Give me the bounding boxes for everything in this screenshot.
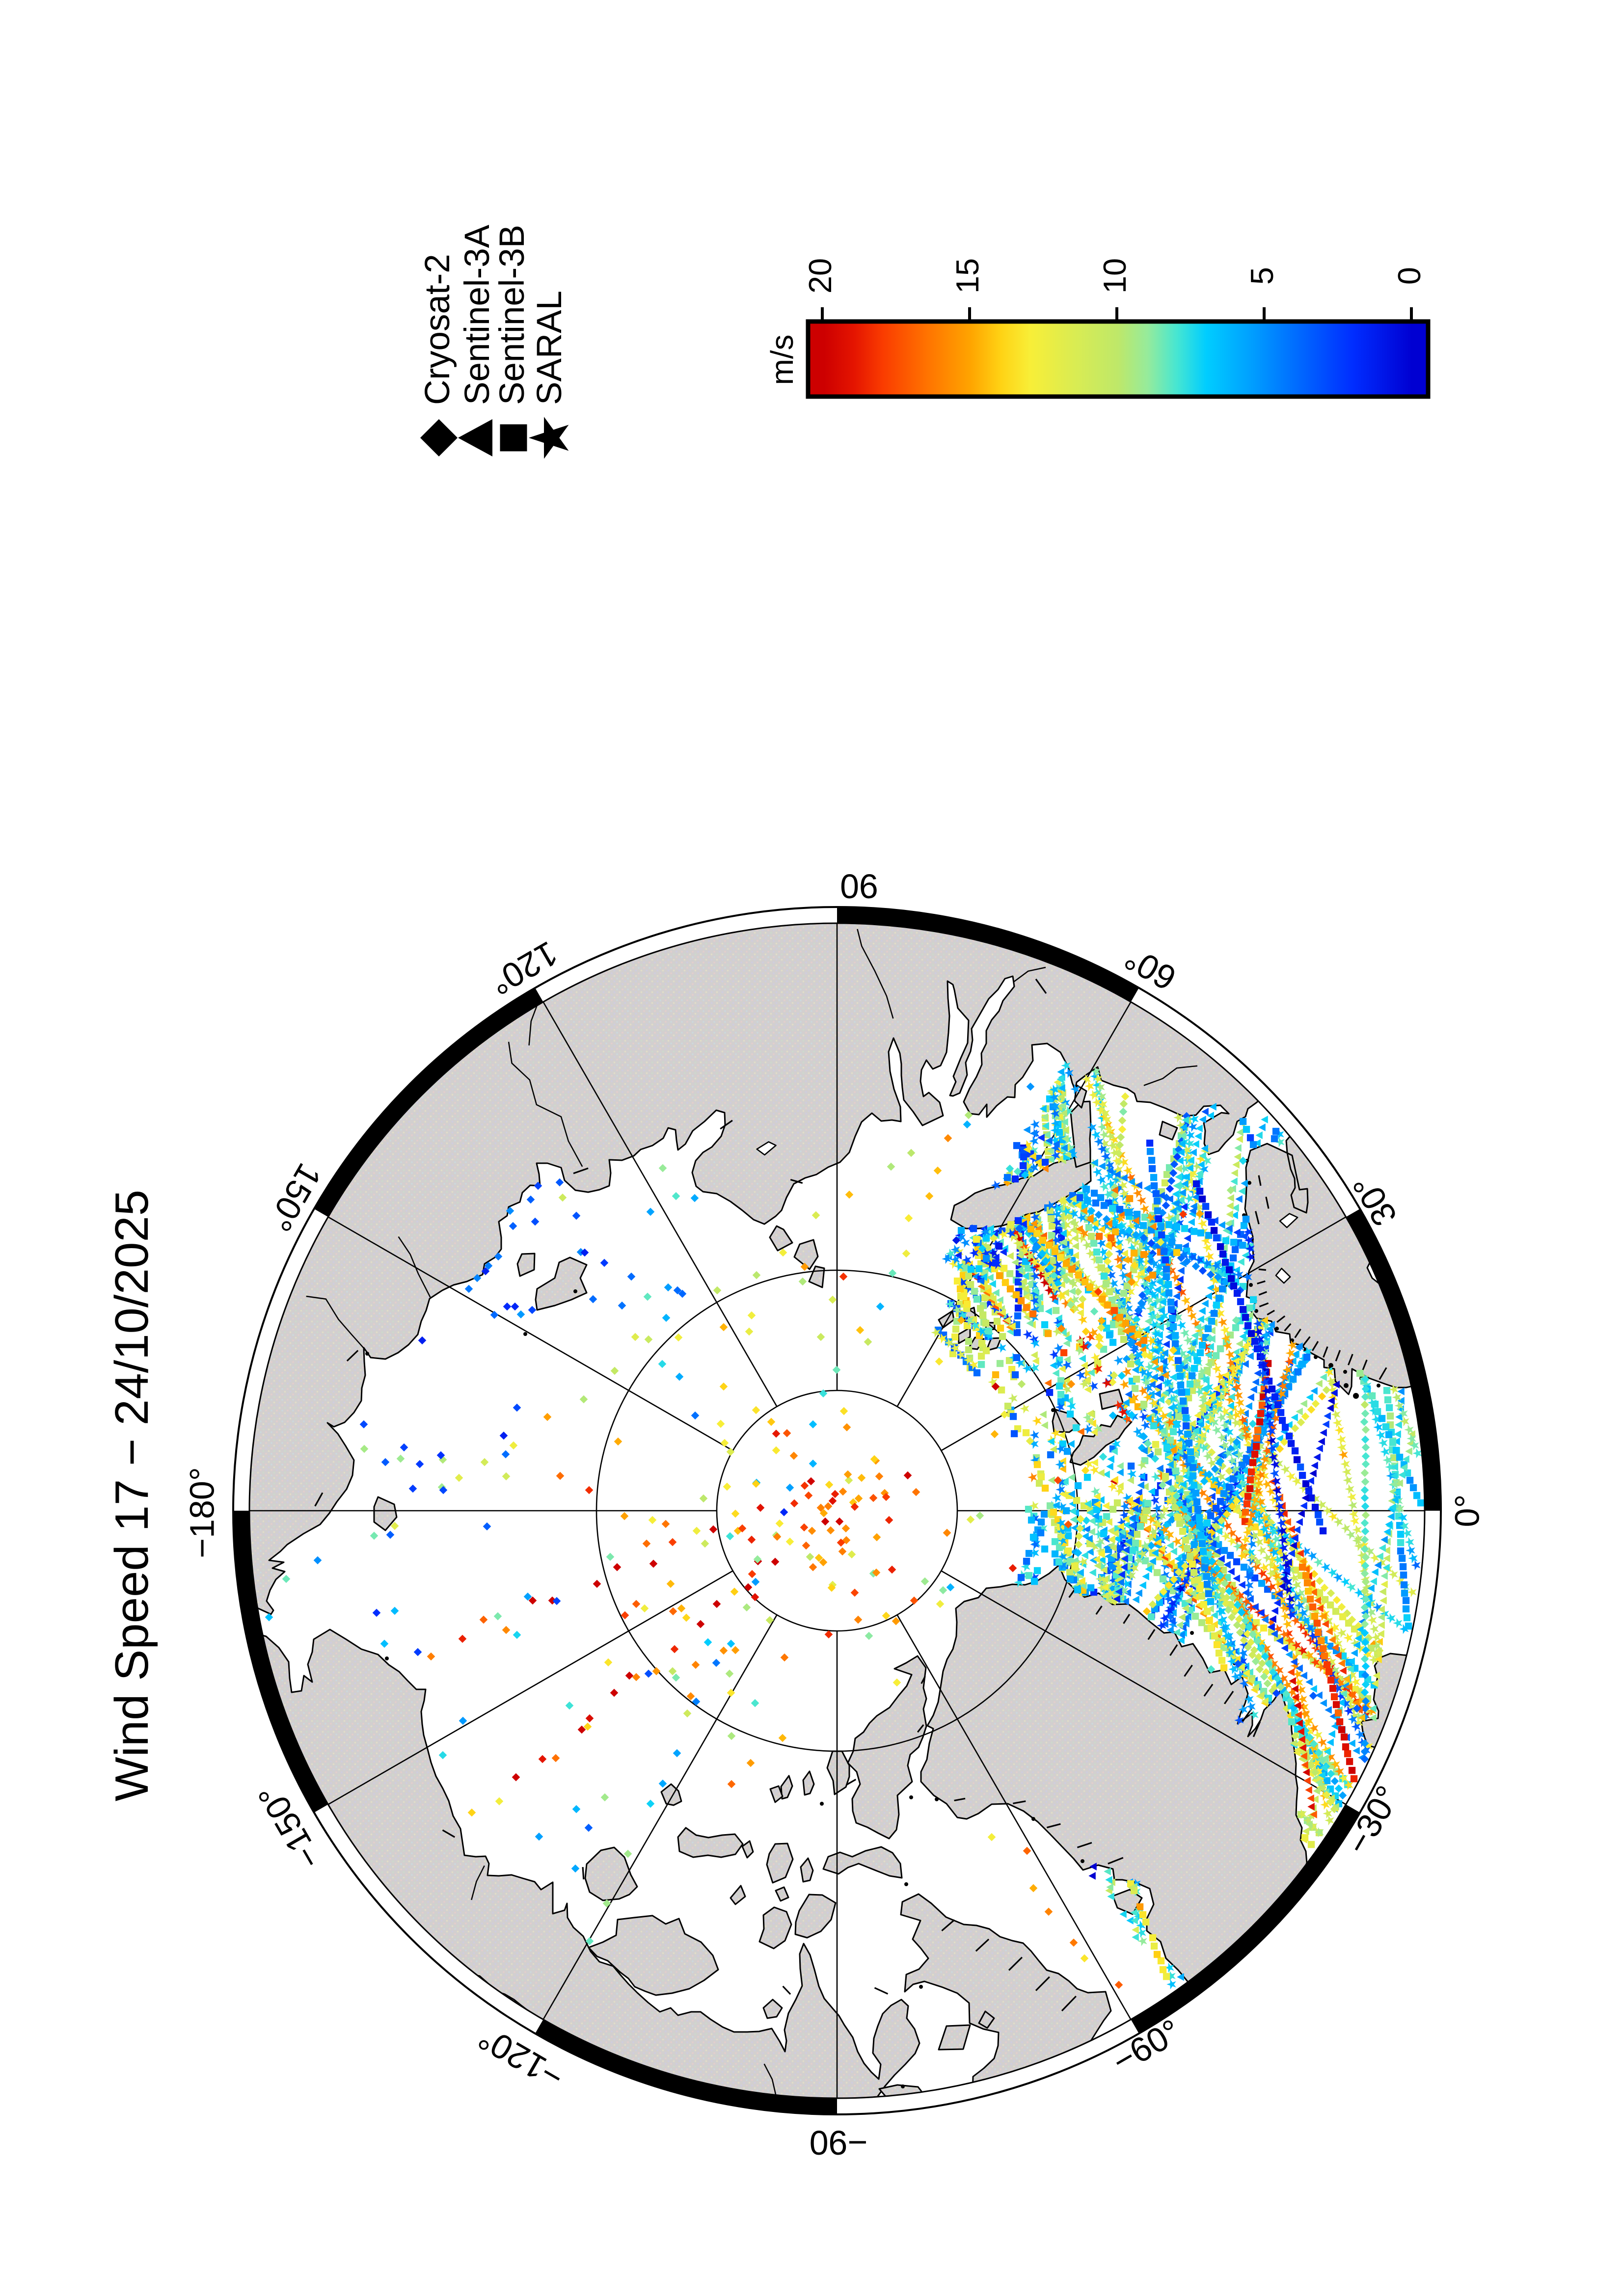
svg-text:20: 20 <box>802 258 838 294</box>
svg-text:Wind Speed 17 − 24/10/2025: Wind Speed 17 − 24/10/2025 <box>106 1190 158 1801</box>
svg-text:10: 10 <box>1097 258 1133 294</box>
svg-text:90: 90 <box>840 867 878 906</box>
svg-text:−180°: −180° <box>183 1467 221 1558</box>
svg-text:0: 0 <box>1391 267 1427 285</box>
svg-text:15: 15 <box>949 258 985 294</box>
svg-text:−90: −90 <box>810 2124 868 2162</box>
svg-text:Sentinel-3A: Sentinel-3A <box>458 224 497 405</box>
svg-text:5: 5 <box>1244 267 1280 285</box>
svg-text:Sentinel-3B: Sentinel-3B <box>493 225 532 405</box>
svg-text:m/s: m/s <box>764 334 800 385</box>
svg-text:SARAL: SARAL <box>530 291 569 405</box>
svg-text:Cryosat-2: Cryosat-2 <box>418 254 457 405</box>
svg-text:0°: 0° <box>1448 1495 1486 1527</box>
